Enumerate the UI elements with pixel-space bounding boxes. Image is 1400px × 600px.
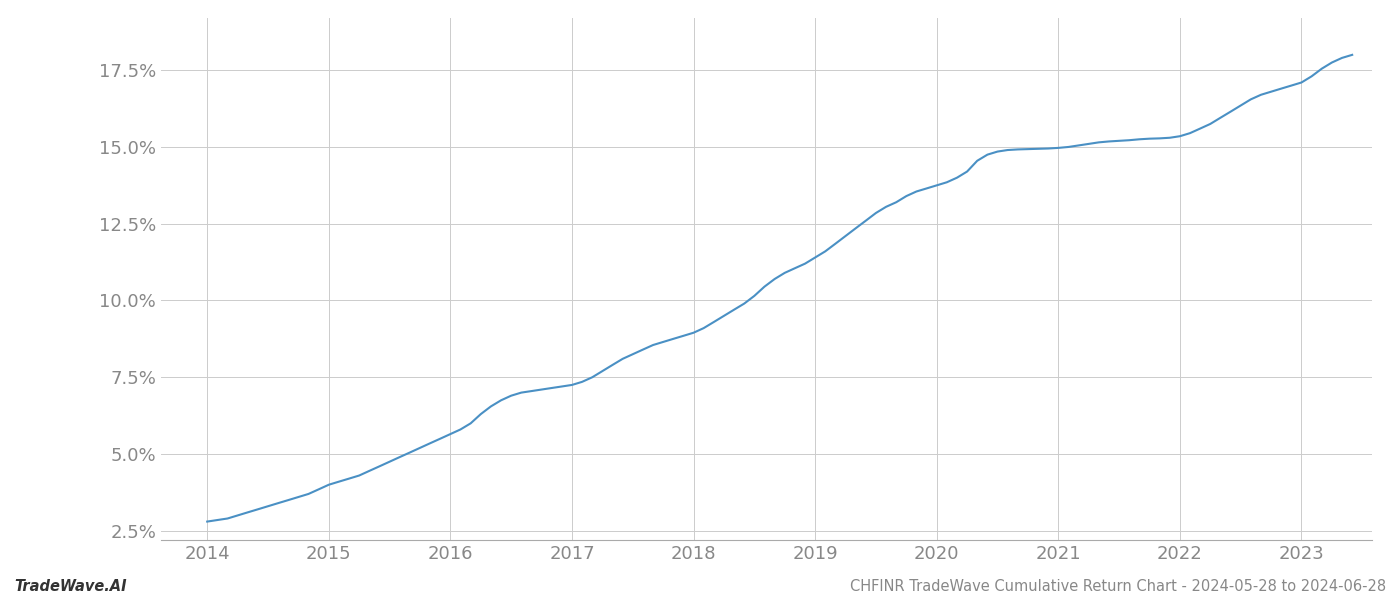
Text: TradeWave.AI: TradeWave.AI (14, 579, 126, 594)
Text: CHFINR TradeWave Cumulative Return Chart - 2024-05-28 to 2024-06-28: CHFINR TradeWave Cumulative Return Chart… (850, 579, 1386, 594)
